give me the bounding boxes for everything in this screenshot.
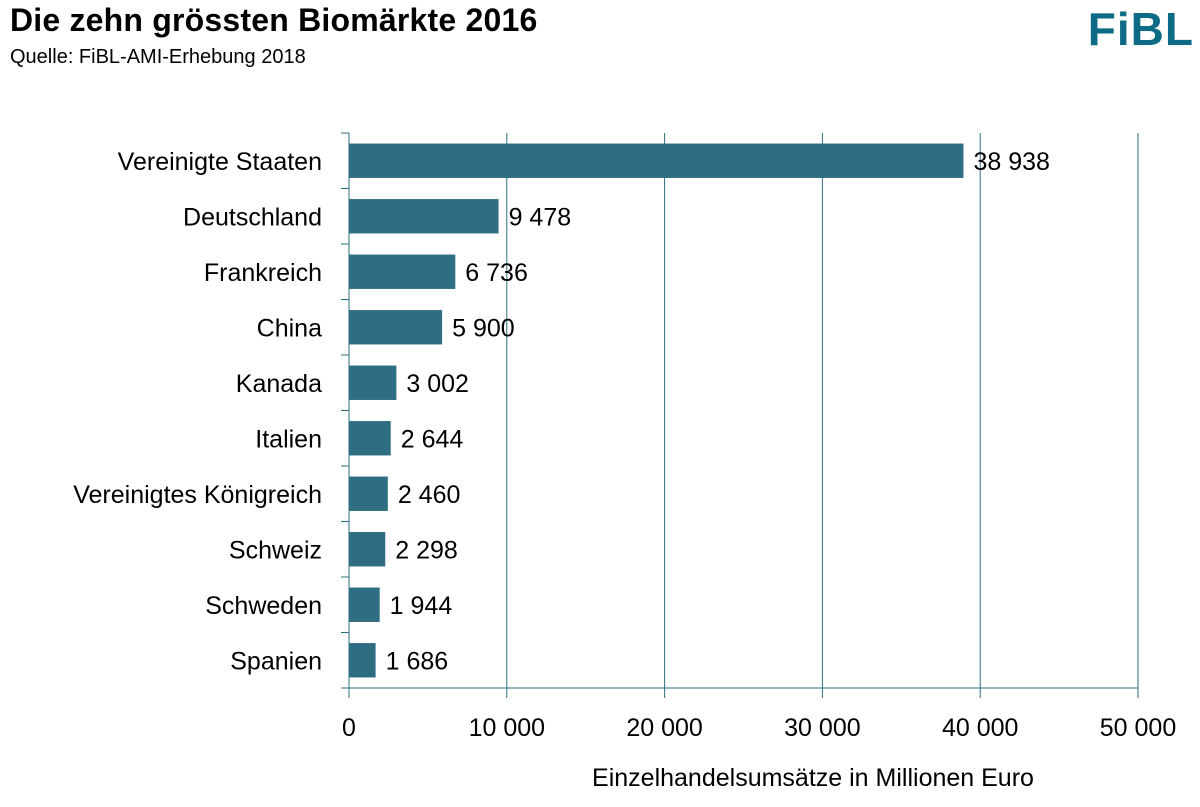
bar <box>349 587 380 622</box>
bar <box>349 310 443 345</box>
bar <box>349 476 388 511</box>
bar <box>349 143 964 178</box>
x-tick-label: 10 000 <box>469 714 545 742</box>
bar <box>349 199 499 234</box>
bar <box>349 421 391 456</box>
category-label: Vereinigtes Königreich <box>73 481 322 509</box>
x-tick-label: 0 <box>342 714 356 742</box>
data-label: 2 460 <box>398 481 461 509</box>
chart-title: Die zehn grössten Biomärkte 2016 <box>10 2 538 38</box>
data-label: 1 686 <box>386 647 449 675</box>
data-label: 6 736 <box>465 259 528 287</box>
bar <box>349 532 386 567</box>
data-label: 1 944 <box>390 592 453 620</box>
category-label: China <box>257 314 322 342</box>
data-label: 38 938 <box>973 148 1049 176</box>
category-label: Schweiz <box>229 536 322 564</box>
x-axis-title: Einzelhandelsumsätze in Millionen Euro <box>592 764 1034 792</box>
x-tick-label: 40 000 <box>942 714 1018 742</box>
category-label: Kanada <box>236 370 322 398</box>
data-label: 2 644 <box>401 425 464 453</box>
data-label: 5 900 <box>452 314 515 342</box>
category-label: Spanien <box>230 647 322 675</box>
fibl-logo: FiBL <box>1087 3 1194 55</box>
x-tick-label: 50 000 <box>1100 714 1176 742</box>
data-label: 9 478 <box>509 203 572 231</box>
category-label: Schweden <box>205 592 322 620</box>
x-tick-label: 30 000 <box>784 714 860 742</box>
category-label: Vereinigte Staaten <box>118 148 322 176</box>
chart-source: Quelle: FiBL-AMI-Erhebung 2018 <box>10 46 306 68</box>
bar <box>349 643 376 678</box>
category-label: Deutschland <box>183 203 322 231</box>
category-label: Frankreich <box>204 259 322 287</box>
bar <box>349 254 456 289</box>
bar <box>349 365 397 400</box>
data-label: 3 002 <box>406 370 469 398</box>
data-label: 2 298 <box>395 536 458 564</box>
category-label: Italien <box>255 425 322 453</box>
x-tick-label: 20 000 <box>626 714 702 742</box>
